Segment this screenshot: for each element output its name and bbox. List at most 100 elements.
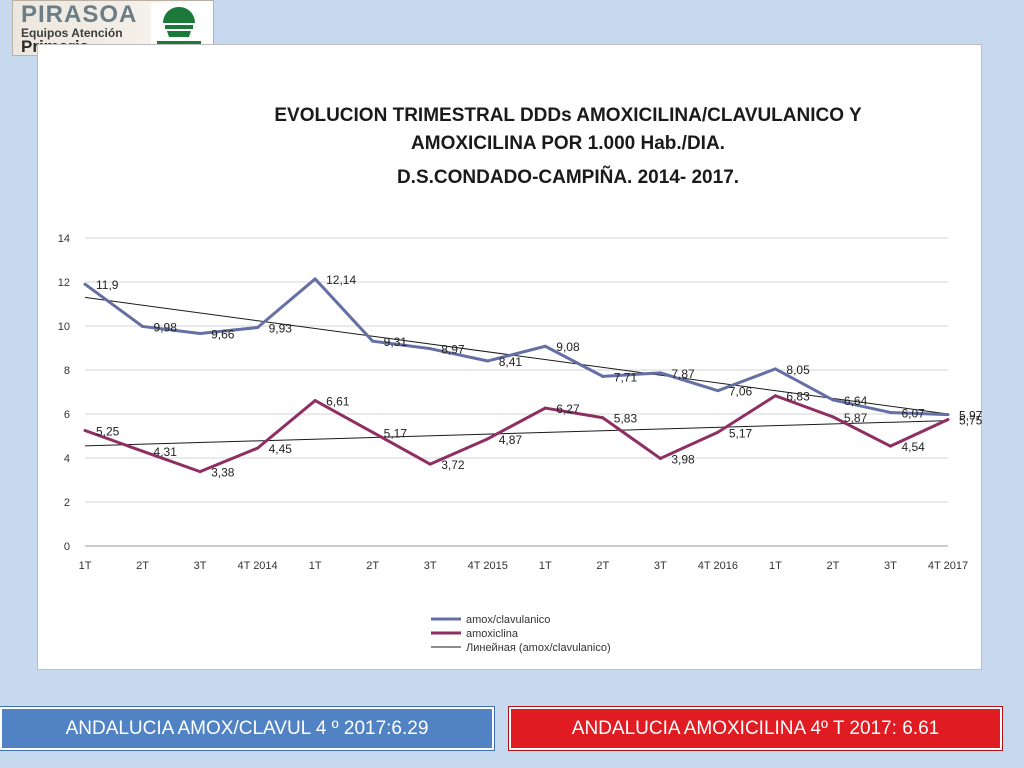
data-point — [658, 371, 662, 375]
data-label: 6,64 — [844, 394, 868, 408]
data-point — [486, 437, 490, 441]
data-label: 9,66 — [211, 327, 235, 341]
data-point — [313, 277, 317, 281]
data-point — [831, 415, 835, 419]
chart-title-line-3: D.S.CONDADO-CAMPIÑA. 2014- 2017. — [397, 166, 739, 188]
data-point — [946, 413, 950, 417]
y-tick-label: 4 — [64, 453, 70, 465]
line-chart: EVOLUCION TRIMESTRAL DDDs AMOXICILINA/CL… — [58, 105, 983, 654]
data-point — [371, 339, 375, 343]
trendline-1 — [84, 420, 949, 447]
data-label: 6,27 — [556, 402, 580, 416]
y-tick-label: 0 — [64, 541, 70, 553]
data-point — [658, 456, 662, 460]
data-label: 8,97 — [441, 343, 465, 357]
data-point — [428, 347, 432, 351]
data-point — [716, 389, 720, 393]
data-label: 3,38 — [211, 466, 235, 480]
chart-panel: EVOLUCION TRIMESTRAL DDDs AMOXICILINA/CL… — [37, 44, 983, 670]
series-layer — [83, 277, 950, 474]
data-point — [256, 446, 260, 450]
data-point — [428, 462, 432, 466]
data-label: 3,98 — [671, 452, 695, 466]
andalucia-amoxicilina-box: ANDALUCIA AMOXICILINA 4º T 2017: 6.61 — [508, 706, 1003, 751]
data-point — [888, 444, 892, 448]
series-line-amoxiclina — [84, 394, 949, 474]
series-line-amox-clavulanico — [84, 277, 949, 417]
logo-subtitle: Equipos Atención — [21, 26, 123, 40]
data-point — [83, 282, 87, 286]
x-tick-label: 4T 2017 — [928, 560, 968, 572]
chart-title-line-1: EVOLUCION TRIMESTRAL DDDs AMOXICILINA/CL… — [274, 105, 862, 126]
x-tick-label: 4T 2015 — [468, 560, 508, 572]
y-tick-label: 8 — [64, 365, 70, 377]
data-point — [888, 410, 892, 414]
data-label: 4,87 — [499, 433, 523, 447]
data-label: 5,87 — [844, 411, 868, 425]
data-label: 11,9 — [96, 278, 119, 292]
x-tick-label: 2T — [596, 560, 609, 572]
legend-label-amox-clavulanico: amox/clavulanico — [466, 614, 550, 626]
y-tick-label: 10 — [58, 321, 70, 333]
legend: amox/clavulanico amoxiclina Линейная (am… — [431, 614, 611, 654]
x-tick-label: 4T 2014 — [238, 560, 278, 572]
legend-label-amoxiclina: amoxiclina — [466, 628, 519, 640]
andalucia-amox-clavul-box: ANDALUCIA AMOX/CLAVUL 4 º 2017:6.29 — [0, 706, 495, 751]
x-tick-label: 3T — [424, 560, 437, 572]
legend-label-trendline: Линейная (amox/clavulanico) — [466, 642, 611, 654]
data-point — [601, 374, 605, 378]
data-point — [773, 394, 777, 398]
x-tick-label: 1T — [309, 560, 322, 572]
y-tick-label: 2 — [64, 497, 70, 509]
data-label: 5,17 — [384, 426, 408, 440]
x-tick-label: 3T — [654, 560, 667, 572]
grid-layer — [85, 237, 948, 547]
data-label: 6,83 — [786, 390, 810, 404]
data-label: 9,08 — [556, 340, 580, 354]
data-point — [716, 430, 720, 434]
x-tick-label: 1T — [769, 560, 782, 572]
x-tick-label: 1T — [79, 560, 92, 572]
data-point — [141, 449, 145, 453]
data-point — [141, 324, 145, 328]
trendline-0 — [84, 296, 949, 415]
data-label: 9,31 — [384, 335, 408, 349]
y-tick-label: 6 — [64, 409, 70, 421]
data-point — [831, 398, 835, 402]
x-tick-label: 2T — [136, 560, 149, 572]
data-point — [773, 367, 777, 371]
data-label: 5,97 — [959, 409, 983, 423]
data-label: 7,06 — [729, 385, 753, 399]
data-label: 5,25 — [96, 425, 120, 439]
data-point — [198, 331, 202, 335]
chart-title-line-2: AMOXICILINA POR 1.000 Hab./DIA. — [411, 133, 725, 154]
data-point — [543, 406, 547, 410]
data-label: 8,41 — [499, 355, 523, 369]
axis-label-layer: 0 2 4 6 8 10 12 14 1T 2T 3T 4T 2014 1T 2T 3T 4T 2015 1T 2… — [58, 233, 968, 572]
data-label: 9,98 — [154, 320, 178, 334]
data-point — [946, 418, 950, 421]
data-label: 4,45 — [269, 442, 293, 456]
data-label: 3,72 — [441, 458, 465, 472]
data-label: 7,71 — [614, 370, 638, 384]
y-tick-label: 14 — [58, 233, 70, 245]
data-label: 4,31 — [154, 445, 178, 459]
data-point — [371, 430, 375, 434]
data-point — [83, 429, 87, 432]
x-tick-label: 2T — [366, 560, 379, 572]
x-tick-label: 3T — [194, 560, 207, 572]
data-label: 8,05 — [786, 363, 810, 377]
data-point — [543, 344, 547, 348]
x-tick-label: 1T — [539, 560, 552, 572]
data-point — [313, 399, 317, 403]
data-label: 12,14 — [326, 273, 356, 287]
data-point — [256, 326, 260, 330]
y-tick-label: 12 — [58, 277, 70, 289]
data-label: 9,93 — [269, 322, 293, 336]
data-label: 6,07 — [901, 406, 925, 420]
data-label-layer: 11,9 9,98 9,66 9,93 12,14 9,31 8,97 8,41 9,08 7,7… — [96, 273, 983, 480]
data-label: 5,17 — [729, 426, 753, 440]
x-tick-label: 2T — [827, 560, 840, 572]
data-point — [601, 416, 605, 420]
data-label: 7,87 — [671, 367, 695, 381]
